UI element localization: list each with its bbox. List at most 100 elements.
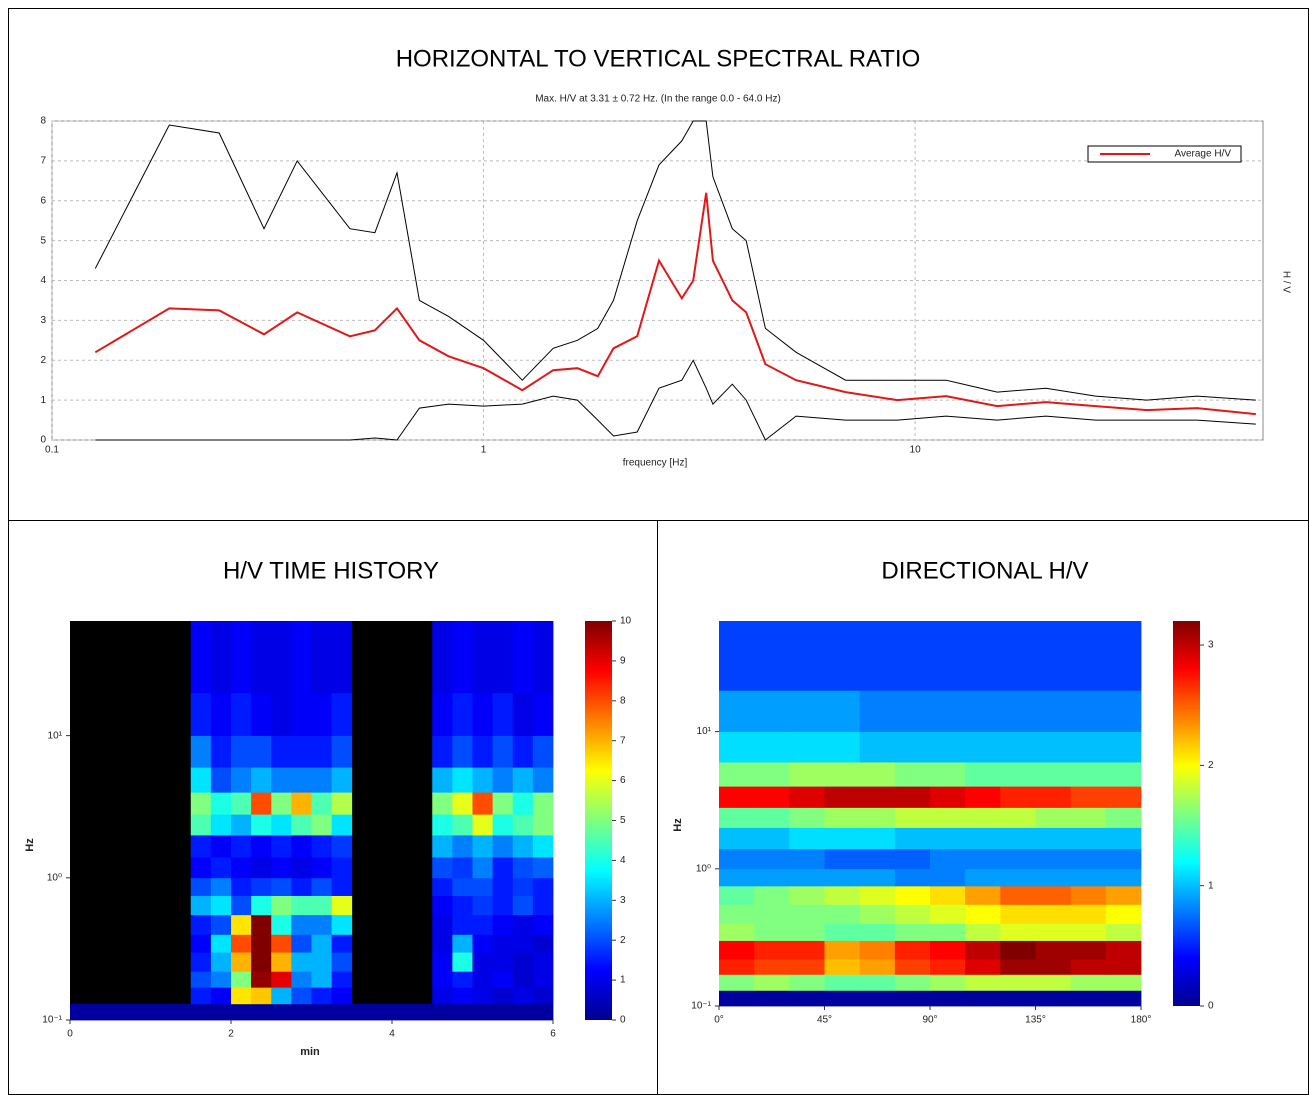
heat-cell xyxy=(512,814,534,836)
heat-cell xyxy=(190,835,212,858)
heat-cell xyxy=(1035,731,1072,763)
heat-cell xyxy=(930,786,966,808)
heat-cell xyxy=(930,621,966,691)
colorbar-label: 9 xyxy=(620,656,626,667)
heat-cell xyxy=(894,807,931,828)
heat-cell xyxy=(291,621,312,694)
heat-cell xyxy=(719,990,755,1007)
heat-cell xyxy=(754,848,790,870)
heat-cell xyxy=(1105,827,1142,850)
x-tick-label: 2 xyxy=(228,1029,234,1040)
heat-cell xyxy=(271,814,292,836)
heat-cell xyxy=(532,735,554,768)
y-tick-label: 10⁰ xyxy=(47,872,62,883)
heat-cell xyxy=(210,877,232,896)
heat-cell xyxy=(532,934,554,953)
heat-cell xyxy=(719,731,755,763)
heat-cell xyxy=(251,1003,272,1021)
x-tick-label: 135° xyxy=(1025,1015,1046,1026)
heat-cell xyxy=(1035,807,1072,828)
heat-cell xyxy=(291,987,312,1005)
heat-cell xyxy=(291,767,312,793)
heat-cell xyxy=(1070,904,1107,924)
heat-cell xyxy=(1105,959,1142,975)
heat-cell xyxy=(512,877,534,896)
heat-cell xyxy=(452,814,473,836)
heat-cell xyxy=(754,731,790,763)
heat-cell xyxy=(412,1003,433,1021)
heat-cell xyxy=(754,807,790,828)
heat-cell xyxy=(432,792,453,815)
heat-cell xyxy=(291,1003,312,1021)
heat-cell xyxy=(1000,990,1036,1007)
heat-cell xyxy=(1070,974,1107,991)
heat-cell xyxy=(965,621,1001,691)
heat-cell xyxy=(452,987,473,1005)
heat-cell xyxy=(392,1003,413,1021)
heat-cell xyxy=(190,952,212,972)
heat-cell xyxy=(930,923,966,941)
heat-cell xyxy=(492,735,514,768)
heat-cell xyxy=(231,895,252,916)
heat-cell xyxy=(432,1003,453,1021)
heat-cell xyxy=(291,792,312,815)
heat-cell xyxy=(894,885,931,905)
heat-cell xyxy=(311,914,333,935)
heat-cell xyxy=(1105,923,1142,941)
heat-cell xyxy=(452,857,473,879)
heat-cell xyxy=(452,895,473,916)
heat-cell xyxy=(1070,959,1107,975)
heat-cell xyxy=(789,990,825,1007)
heat-cell xyxy=(432,987,453,1005)
heat-cell xyxy=(532,835,554,858)
colorbar-label: 0 xyxy=(620,1015,626,1026)
heat-cell xyxy=(719,827,755,850)
heat-cell xyxy=(231,835,252,858)
y-tick-label: 10¹ xyxy=(48,730,63,741)
heat-cell xyxy=(824,827,861,850)
heat-cell xyxy=(789,786,825,808)
heat-cell xyxy=(719,904,755,924)
heat-cell xyxy=(789,923,825,941)
heat-cell xyxy=(824,974,861,991)
heat-cell xyxy=(210,914,232,935)
heat-cell xyxy=(210,835,232,858)
heat-cell xyxy=(271,735,292,768)
heat-cell xyxy=(331,971,353,988)
heat-cell xyxy=(894,786,931,808)
heat-cell xyxy=(492,767,514,793)
heat-cell xyxy=(930,885,966,905)
colorbar-label: 2 xyxy=(1208,760,1214,771)
heat-cell xyxy=(930,690,966,733)
y-tick-label: 8 xyxy=(40,116,46,127)
heat-cell xyxy=(719,690,755,733)
heat-cell xyxy=(271,835,292,858)
panel-title: DIRECTIONAL H/V xyxy=(881,557,1088,584)
y-tick-label: 3 xyxy=(40,315,46,326)
heat-cell xyxy=(512,792,534,815)
heat-cell xyxy=(210,735,232,768)
heat-cell xyxy=(190,934,212,953)
heat-cell xyxy=(190,971,212,988)
heat-cell xyxy=(432,971,453,988)
heat-cell xyxy=(1000,904,1036,924)
heat-cell xyxy=(930,827,966,850)
heat-cell xyxy=(532,814,554,836)
heat-cell xyxy=(190,692,212,737)
y-tick-label: 10¹ xyxy=(697,726,712,737)
heat-cell xyxy=(291,914,312,935)
colorbar xyxy=(585,621,612,1020)
heat-cell xyxy=(311,1003,333,1021)
heat-cell xyxy=(1035,868,1072,887)
heat-cell xyxy=(492,934,514,953)
heat-cell xyxy=(452,767,473,793)
heat-cell xyxy=(170,1003,192,1021)
heat-cell xyxy=(210,692,232,737)
heat-cell xyxy=(231,857,252,879)
heat-cell xyxy=(311,621,333,694)
heat-cell xyxy=(251,987,272,1005)
heat-cell xyxy=(824,885,861,905)
heat-cell xyxy=(452,877,473,896)
